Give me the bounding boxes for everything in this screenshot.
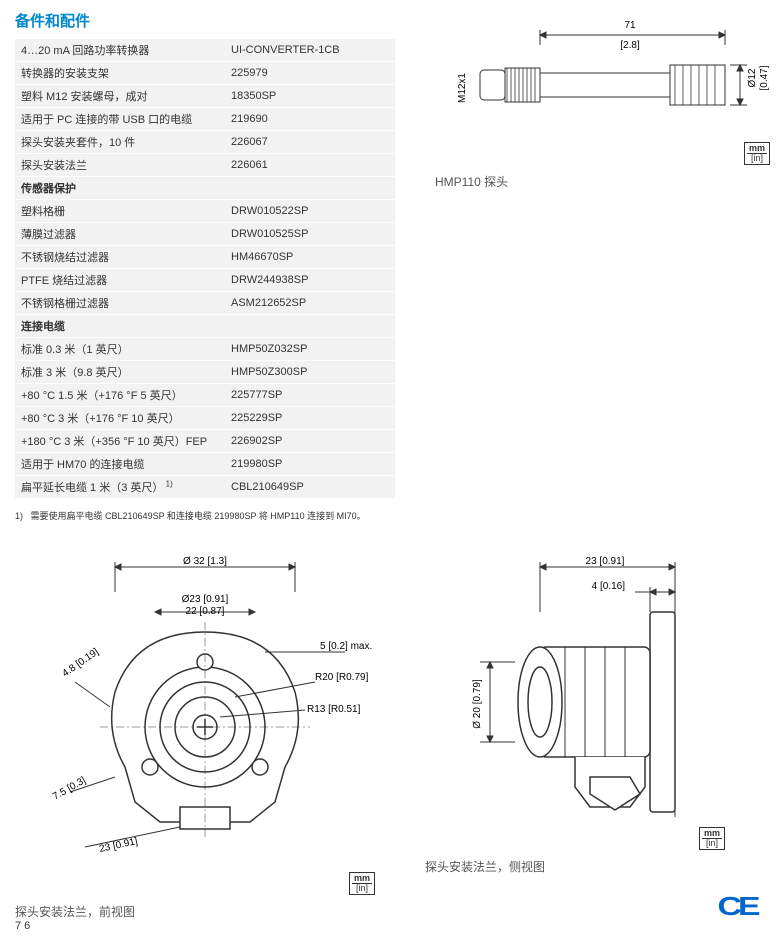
flange-side-diagram: 23 [0.91] 4 [0.16] bbox=[425, 552, 745, 842]
table-row: 不锈钢格栅过滤器ASM212652SP bbox=[15, 292, 395, 315]
dim-gap: 5 [0.2] max. bbox=[320, 641, 372, 652]
footnote-number: 1) bbox=[15, 511, 23, 521]
cell-code: UI-CONVERTER-1CB bbox=[225, 39, 395, 62]
table-row: PTFE 烧结过滤器DRW244938SP bbox=[15, 269, 395, 292]
cell-name: 适用于 HM70 的连接电缆 bbox=[15, 453, 225, 476]
cell-code: HMP50Z300SP bbox=[225, 361, 395, 384]
probe-length: 71 bbox=[624, 20, 636, 31]
table-row: 不锈钢烧结过滤器HM46670SP bbox=[15, 246, 395, 269]
cell-code: 226067 bbox=[225, 131, 395, 154]
footnote-text: 需要使用扁平电缆 CBL210649SP 和连接电缆 219980SP 将 HM… bbox=[31, 511, 366, 521]
probe-length-in: [2.8] bbox=[620, 40, 640, 51]
cell-name: 探头安装法兰 bbox=[15, 154, 225, 177]
probe-label: HMP110 探头 bbox=[435, 173, 775, 190]
cell-name: +180 °C 3 米（+356 °F 10 英尺）FEP bbox=[15, 430, 225, 453]
side-width: 23 [0.91] bbox=[586, 556, 625, 567]
flange-front-diagram: Ø 32 [1.3] Ø23 [0.91] 22 [0.87] bbox=[15, 552, 385, 872]
dim-d1: 4.8 [0.19] bbox=[60, 646, 101, 679]
table-row: 适用于 HM70 的连接电缆219980SP bbox=[15, 453, 395, 476]
table-subheader: 连接电缆 bbox=[15, 315, 395, 338]
cell-name: 标准 0.3 米（1 英尺） bbox=[15, 338, 225, 361]
cell-name: 扁平延长电缆 1 米（3 英尺） 1) bbox=[15, 476, 225, 499]
cell-code: ASM212652SP bbox=[225, 292, 395, 315]
dim-d3: 23 [0.91] bbox=[98, 836, 139, 855]
cell-name: +80 °C 1.5 米（+176 °F 5 英尺） bbox=[15, 384, 225, 407]
table-row: +180 °C 3 米（+356 °F 10 英尺）FEP226902SP bbox=[15, 430, 395, 453]
cell-code: 225229SP bbox=[225, 407, 395, 430]
cell-name: 塑料格栅 bbox=[15, 200, 225, 223]
unit-box: mm [in] bbox=[744, 142, 770, 165]
unit-box-3: mm [in] bbox=[699, 827, 725, 850]
cell-code: HM46670SP bbox=[225, 246, 395, 269]
cell-name: 不锈钢烧结过滤器 bbox=[15, 246, 225, 269]
unit-box-2: mm [in] bbox=[349, 872, 375, 895]
cell-code: 226902SP bbox=[225, 430, 395, 453]
cell-name: 塑料 M12 安装螺母，成对 bbox=[15, 85, 225, 108]
flange-side-label: 探头安装法兰，侧视图 bbox=[425, 858, 745, 875]
cell-name: 标准 3 米（9.8 英尺） bbox=[15, 361, 225, 384]
cell-name: PTFE 烧结过滤器 bbox=[15, 269, 225, 292]
probe-dia: Ø12 bbox=[747, 68, 758, 87]
table-row: 探头安装夹套件，10 件226067 bbox=[15, 131, 395, 154]
probe-dia-in: [0.47] bbox=[759, 65, 770, 90]
table-row: 4…20 mA 回路功率转换器UI-CONVERTER-1CB bbox=[15, 39, 395, 62]
dim-inner1: Ø23 [0.91] bbox=[182, 594, 229, 605]
table-row: 转换器的安装支架225979 bbox=[15, 62, 395, 85]
cell-code: 225777SP bbox=[225, 384, 395, 407]
cell-name: 适用于 PC 连接的带 USB 口的电缆 bbox=[15, 108, 225, 131]
table-row: +80 °C 1.5 米（+176 °F 5 英尺）225777SP bbox=[15, 384, 395, 407]
side-thick: 4 [0.16] bbox=[592, 581, 626, 592]
parts-table: 4…20 mA 回路功率转换器UI-CONVERTER-1CB转换器的安装支架2… bbox=[15, 39, 395, 499]
cell-name: 转换器的安装支架 bbox=[15, 62, 225, 85]
cell-code: DRW010525SP bbox=[225, 223, 395, 246]
probe-diagram: 71 [2.8] M12x1 bbox=[435, 10, 775, 150]
cell-code bbox=[225, 315, 395, 338]
cell-code: HMP50Z032SP bbox=[225, 338, 395, 361]
table-row: 扁平延长电缆 1 米（3 英尺） 1)CBL210649SP bbox=[15, 476, 395, 499]
table-subheader: 传感器保护 bbox=[15, 177, 395, 200]
probe-connector: M12x1 bbox=[457, 73, 468, 103]
dim-inner2: 22 [0.87] bbox=[186, 606, 225, 617]
flange-front-label: 探头安装法兰，前视图 bbox=[15, 903, 385, 920]
table-row: 标准 3 米（9.8 英尺）HMP50Z300SP bbox=[15, 361, 395, 384]
cell-code: 219980SP bbox=[225, 453, 395, 476]
cell-code: 226061 bbox=[225, 154, 395, 177]
cell-code: 18350SP bbox=[225, 85, 395, 108]
cell-code: DRW010522SP bbox=[225, 200, 395, 223]
ce-mark: CE bbox=[717, 891, 756, 922]
dim-outer: Ø 32 [1.3] bbox=[183, 556, 227, 567]
cell-name: 不锈钢格栅过滤器 bbox=[15, 292, 225, 315]
dim-r1: R20 [R0.79] bbox=[315, 672, 369, 683]
cell-name: 探头安装夹套件，10 件 bbox=[15, 131, 225, 154]
footnote: 1) 需要使用扁平电缆 CBL210649SP 和连接电缆 219980SP 将… bbox=[15, 509, 395, 522]
cell-code: CBL210649SP bbox=[225, 476, 395, 499]
table-row: 塑料格栅DRW010522SP bbox=[15, 200, 395, 223]
dim-r2: R13 [R0.51] bbox=[307, 704, 361, 715]
table-row: 薄膜过滤器DRW010525SP bbox=[15, 223, 395, 246]
cell-code: 225979 bbox=[225, 62, 395, 85]
table-row: 适用于 PC 连接的带 USB 口的电缆219690 bbox=[15, 108, 395, 131]
cell-code: DRW244938SP bbox=[225, 269, 395, 292]
cell-name: 4…20 mA 回路功率转换器 bbox=[15, 39, 225, 62]
cell-name: 连接电缆 bbox=[15, 315, 225, 338]
table-row: +80 °C 3 米（+176 °F 10 英尺）225229SP bbox=[15, 407, 395, 430]
cell-code: 219690 bbox=[225, 108, 395, 131]
cell-name: 薄膜过滤器 bbox=[15, 223, 225, 246]
cell-name: 传感器保护 bbox=[15, 177, 225, 200]
table-row: 标准 0.3 米（1 英尺）HMP50Z032SP bbox=[15, 338, 395, 361]
table-row: 塑料 M12 安装螺母，成对18350SP bbox=[15, 85, 395, 108]
cell-name: +80 °C 3 米（+176 °F 10 英尺） bbox=[15, 407, 225, 430]
dim-d2: 7.5 [0.3] bbox=[51, 775, 88, 803]
cell-code bbox=[225, 177, 395, 200]
table-row: 探头安装法兰226061 bbox=[15, 154, 395, 177]
side-height: Ø 20 [0.79] bbox=[472, 679, 483, 729]
